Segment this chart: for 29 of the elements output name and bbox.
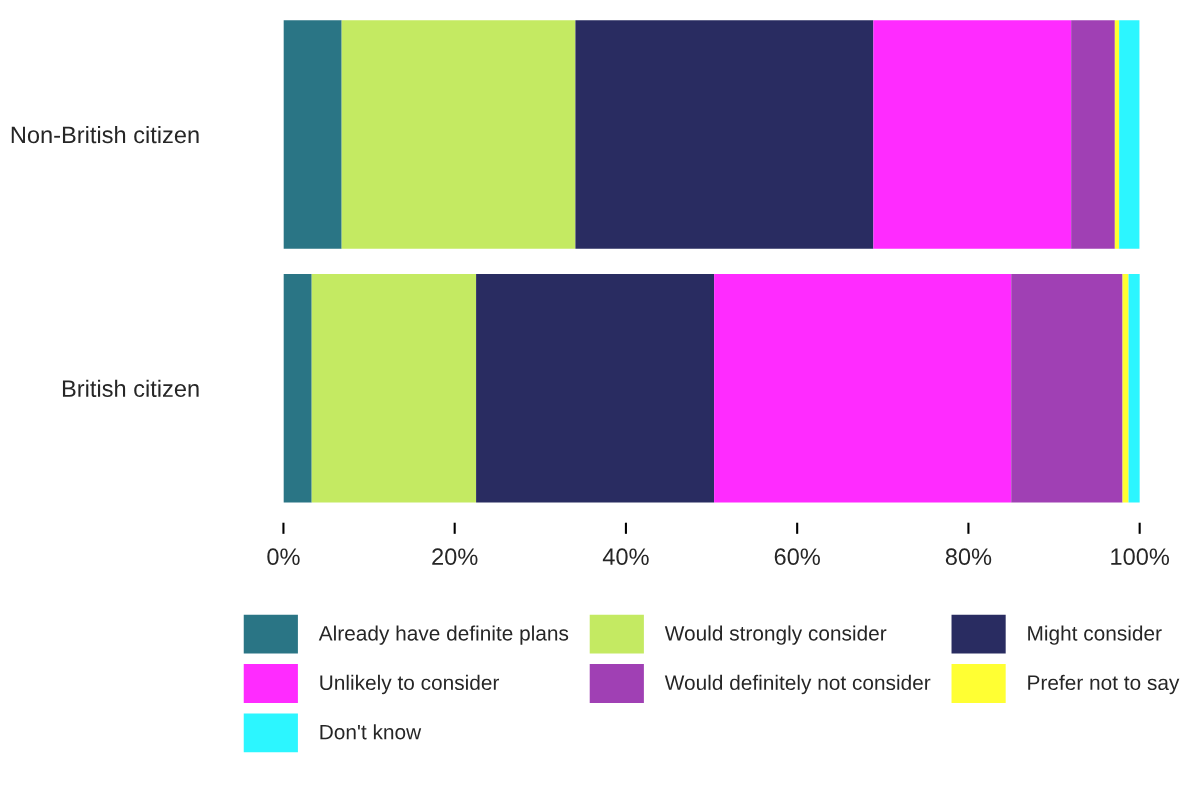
- bar: [1011, 274, 1123, 503]
- x-tick-label: 100%: [1111, 548, 1170, 566]
- bar: [1119, 20, 1140, 249]
- bar: [283, 20, 342, 249]
- bar: [1128, 274, 1140, 503]
- legend-label: Already have definite plans: [318, 625, 569, 645]
- bar: [1114, 20, 1120, 249]
- bar: [873, 20, 1072, 249]
- y-tick-label: Non-British citizen: [11, 125, 199, 144]
- legend-label: Don't know: [320, 724, 422, 740]
- bar: [575, 20, 874, 249]
- y-tick-label: British citizen: [62, 379, 199, 398]
- bar: [1071, 20, 1115, 249]
- bar: [283, 274, 312, 503]
- legend-label: Prefer not to say: [1028, 674, 1180, 695]
- bar: [311, 274, 477, 503]
- x-tick-label: 80%: [945, 548, 992, 566]
- bar: [1122, 274, 1129, 503]
- bar: [341, 20, 576, 249]
- x-tick-label: 40%: [602, 548, 649, 566]
- legend-label: Would definitely not consider: [664, 674, 931, 695]
- x-tick-label: 0%: [267, 548, 300, 566]
- bar: [714, 274, 1012, 503]
- x-tick-label: 60%: [774, 548, 820, 566]
- legend-label: Would strongly consider: [664, 625, 887, 645]
- bar: [476, 274, 715, 503]
- legend-label: Unlikely to consider: [320, 674, 500, 695]
- legend-label: Might consider: [1028, 625, 1162, 645]
- x-tick-label: 20%: [432, 548, 478, 566]
